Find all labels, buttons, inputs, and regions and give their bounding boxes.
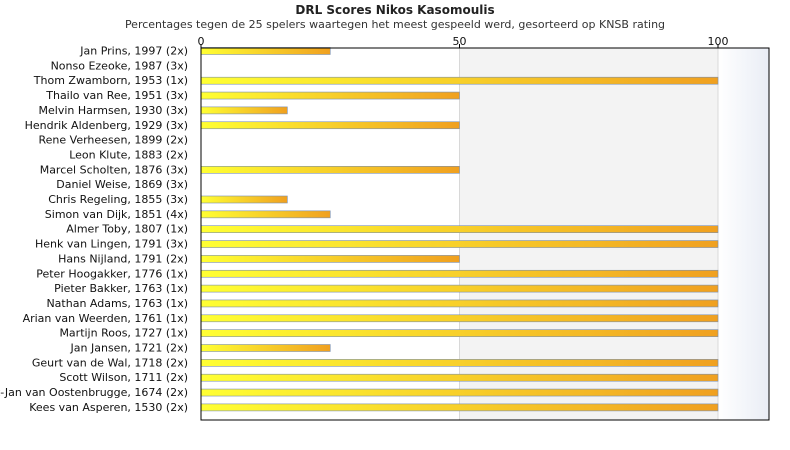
category-label: Nonso Ezeoke, 1987 (3x)	[51, 59, 188, 72]
bar	[200, 121, 460, 130]
category-label: Chris Regeling, 1855 (3x)	[48, 193, 188, 206]
category-label: Jan Jansen, 1721 (2x)	[70, 342, 188, 355]
bar	[200, 225, 719, 233]
category-label: Peter Hoogakker, 1776 (1x)	[36, 267, 188, 280]
bar	[200, 388, 719, 397]
bar	[200, 269, 719, 278]
category-label: Martijn Roos, 1727 (1x)	[59, 327, 188, 340]
bar	[200, 76, 719, 85]
category-label: Scott Wilson, 1711 (2x)	[59, 371, 188, 384]
category-label: Melvin Harmsen, 1930 (3x)	[39, 104, 188, 117]
chart-subtitle: Percentages tegen de 25 spelers waartege…	[124, 18, 666, 31]
chart-title: DRL Scores Nikos Kasomoulis	[295, 3, 495, 17]
category-label: Pieter Bakker, 1763 (1x)	[54, 282, 188, 295]
category-label: Henk van Lingen, 1791 (3x)	[35, 238, 188, 251]
bar	[200, 359, 719, 367]
bar	[200, 314, 719, 323]
bar	[200, 284, 719, 293]
bar	[200, 255, 460, 263]
category-label: Almer Toby, 1807 (1x)	[66, 223, 188, 236]
bar	[200, 403, 719, 412]
category-label: Jan Prins, 1997 (2x)	[79, 45, 188, 58]
category-label: Marcel Scholten, 1876 (3x)	[40, 163, 188, 176]
bar	[200, 329, 719, 337]
category-label: Arian van Weerden, 1761 (1x)	[23, 312, 188, 325]
bar	[200, 195, 288, 204]
tick-label: 0	[198, 35, 205, 48]
category-label: Leon Klute, 1883 (2x)	[69, 148, 188, 161]
bar	[200, 91, 460, 100]
category-label: Kees van Asperen, 1530 (2x)	[29, 401, 188, 414]
category-label: Thom Zwamborn, 1953 (1x)	[33, 74, 188, 87]
category-label: Rene Verheesen, 1899 (2x)	[39, 134, 188, 147]
category-label: Simon van Dijk, 1851 (4x)	[45, 208, 188, 221]
tick-label: 100	[708, 35, 729, 48]
bar	[200, 240, 719, 248]
category-label: Hendrik Aldenberg, 1929 (3x)	[25, 119, 188, 132]
category-label: Geurt van de Wal, 1718 (2x)	[32, 356, 188, 369]
bar	[200, 210, 331, 219]
tick-label: 50	[453, 35, 467, 48]
bar	[200, 299, 719, 308]
bar	[200, 373, 719, 382]
category-label: Nathan Adams, 1763 (1x)	[46, 297, 188, 310]
plot-background-right	[718, 48, 769, 420]
bar	[200, 344, 331, 352]
category-label: Albert-Jan van Oostenbrugge, 1674 (2x)	[0, 386, 188, 399]
plot-background-mid	[459, 48, 718, 420]
plot-border	[200, 47, 770, 421]
bar	[200, 166, 460, 174]
bar	[200, 47, 331, 55]
category-label: Daniel Weise, 1869 (3x)	[56, 178, 188, 191]
bar	[200, 106, 288, 115]
category-label: Thailo van Ree, 1951 (3x)	[45, 89, 188, 102]
category-label: Hans Nijland, 1791 (2x)	[58, 252, 188, 265]
